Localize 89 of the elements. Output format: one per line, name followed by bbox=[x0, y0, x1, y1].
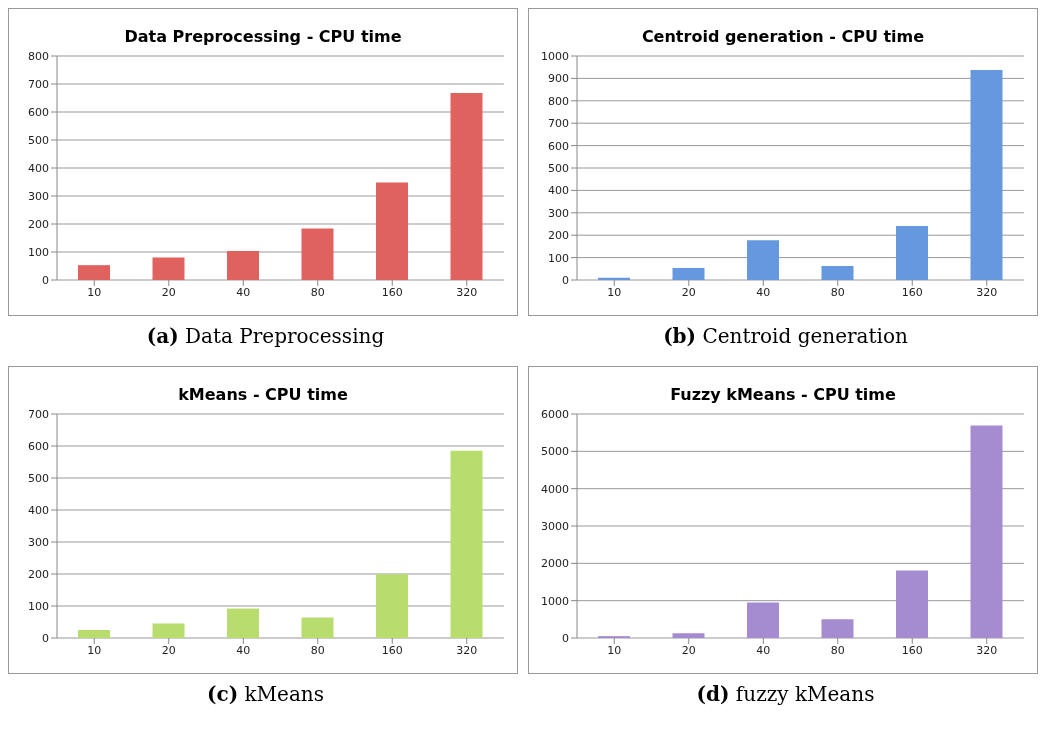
x-tick-label: 80 bbox=[310, 285, 325, 299]
x-tick-label: 10 bbox=[87, 285, 102, 299]
bar bbox=[301, 617, 334, 638]
bar bbox=[896, 570, 928, 638]
y-tick-label: 6000 bbox=[541, 407, 569, 421]
x-tick-label: 10 bbox=[87, 643, 102, 657]
text: (b) Centroid generation bbox=[662, 324, 909, 348]
x-tick-label: 320 bbox=[976, 285, 998, 299]
y-tick-label: 2000 bbox=[541, 557, 569, 571]
bar bbox=[152, 623, 185, 638]
bar bbox=[450, 450, 483, 638]
y-tick-label: 500 bbox=[28, 133, 49, 147]
bar bbox=[672, 267, 705, 280]
bar bbox=[672, 633, 705, 638]
bar bbox=[747, 240, 779, 280]
bar bbox=[970, 70, 1003, 280]
y-tick-label: 5000 bbox=[541, 445, 569, 459]
y-tick-label: 3000 bbox=[541, 519, 569, 533]
x-tick-label: 20 bbox=[681, 643, 696, 657]
y-tick-label: 1000 bbox=[541, 594, 569, 608]
y-tick-label: 600 bbox=[28, 105, 49, 119]
y-tick-label: 700 bbox=[28, 407, 49, 421]
y-tick-label: 100 bbox=[28, 599, 49, 613]
bar bbox=[152, 257, 185, 280]
bar bbox=[376, 574, 408, 638]
y-tick-label: 0 bbox=[42, 273, 49, 287]
chart-title: Centroid generation - CPU time bbox=[640, 27, 926, 46]
x-tick-label: 20 bbox=[161, 643, 176, 657]
y-tick-label: 600 bbox=[28, 439, 49, 453]
text: (c) kMeans bbox=[206, 682, 325, 706]
x-tick-label: 20 bbox=[681, 285, 696, 299]
y-tick-label: 0 bbox=[562, 631, 569, 645]
x-tick-label: 160 bbox=[381, 285, 403, 299]
y-tick-label: 400 bbox=[28, 161, 49, 175]
chart-title: kMeans - CPU time bbox=[177, 385, 349, 404]
text: (d) fuzzy kMeans bbox=[695, 682, 876, 706]
y-tick-label: 0 bbox=[42, 631, 49, 645]
bar bbox=[376, 182, 408, 280]
y-tick-label: 200 bbox=[28, 567, 49, 581]
y-tick-label: 100 bbox=[28, 245, 49, 259]
y-tick-label: 400 bbox=[28, 503, 49, 517]
x-tick-label: 40 bbox=[756, 285, 771, 299]
bar bbox=[78, 630, 110, 638]
x-tick-label: 160 bbox=[381, 643, 403, 657]
y-tick-label: 800 bbox=[548, 94, 569, 108]
bar bbox=[970, 425, 1003, 638]
x-tick-label: 160 bbox=[901, 643, 923, 657]
y-tick-label: 400 bbox=[548, 184, 569, 198]
bar bbox=[450, 92, 483, 280]
y-tick-label: 4000 bbox=[541, 482, 569, 496]
bar bbox=[747, 602, 779, 638]
y-tick-label: 500 bbox=[28, 471, 49, 485]
x-tick-label: 40 bbox=[756, 643, 771, 657]
x-tick-label: 160 bbox=[901, 285, 923, 299]
x-tick-label: 20 bbox=[161, 285, 176, 299]
x-tick-label: 10 bbox=[607, 285, 622, 299]
x-tick-label: 320 bbox=[456, 643, 478, 657]
y-tick-label: 1000 bbox=[541, 49, 569, 63]
x-tick-label: 80 bbox=[830, 285, 845, 299]
bar bbox=[821, 619, 854, 638]
y-tick-label: 600 bbox=[548, 139, 569, 153]
x-tick-label: 40 bbox=[236, 643, 251, 657]
bar bbox=[821, 265, 854, 280]
x-tick-label: 320 bbox=[976, 643, 998, 657]
x-tick-label: 80 bbox=[310, 643, 325, 657]
y-tick-label: 700 bbox=[548, 117, 569, 131]
y-tick-label: 200 bbox=[28, 217, 49, 231]
chart-title: Data Preprocessing - CPU time bbox=[123, 27, 403, 46]
x-tick-label: 10 bbox=[607, 643, 622, 657]
y-tick-label: 100 bbox=[548, 251, 569, 265]
y-tick-label: 900 bbox=[548, 72, 569, 86]
bar bbox=[227, 608, 259, 638]
y-tick-label: 800 bbox=[28, 49, 49, 63]
y-tick-label: 300 bbox=[548, 206, 569, 220]
text: (a) Data Preprocessing bbox=[145, 324, 386, 348]
chart-title: Fuzzy kMeans - CPU time bbox=[669, 385, 897, 404]
bar bbox=[896, 226, 928, 280]
bar bbox=[301, 228, 334, 280]
y-tick-label: 300 bbox=[28, 535, 49, 549]
bar bbox=[78, 265, 110, 280]
x-tick-label: 80 bbox=[830, 643, 845, 657]
y-tick-label: 500 bbox=[548, 161, 569, 175]
y-tick-label: 700 bbox=[28, 77, 49, 91]
y-tick-label: 200 bbox=[548, 229, 569, 243]
x-tick-label: 320 bbox=[456, 285, 478, 299]
x-tick-label: 40 bbox=[236, 285, 251, 299]
bar bbox=[227, 250, 259, 280]
y-tick-label: 0 bbox=[562, 273, 569, 287]
y-tick-label: 300 bbox=[28, 189, 49, 203]
